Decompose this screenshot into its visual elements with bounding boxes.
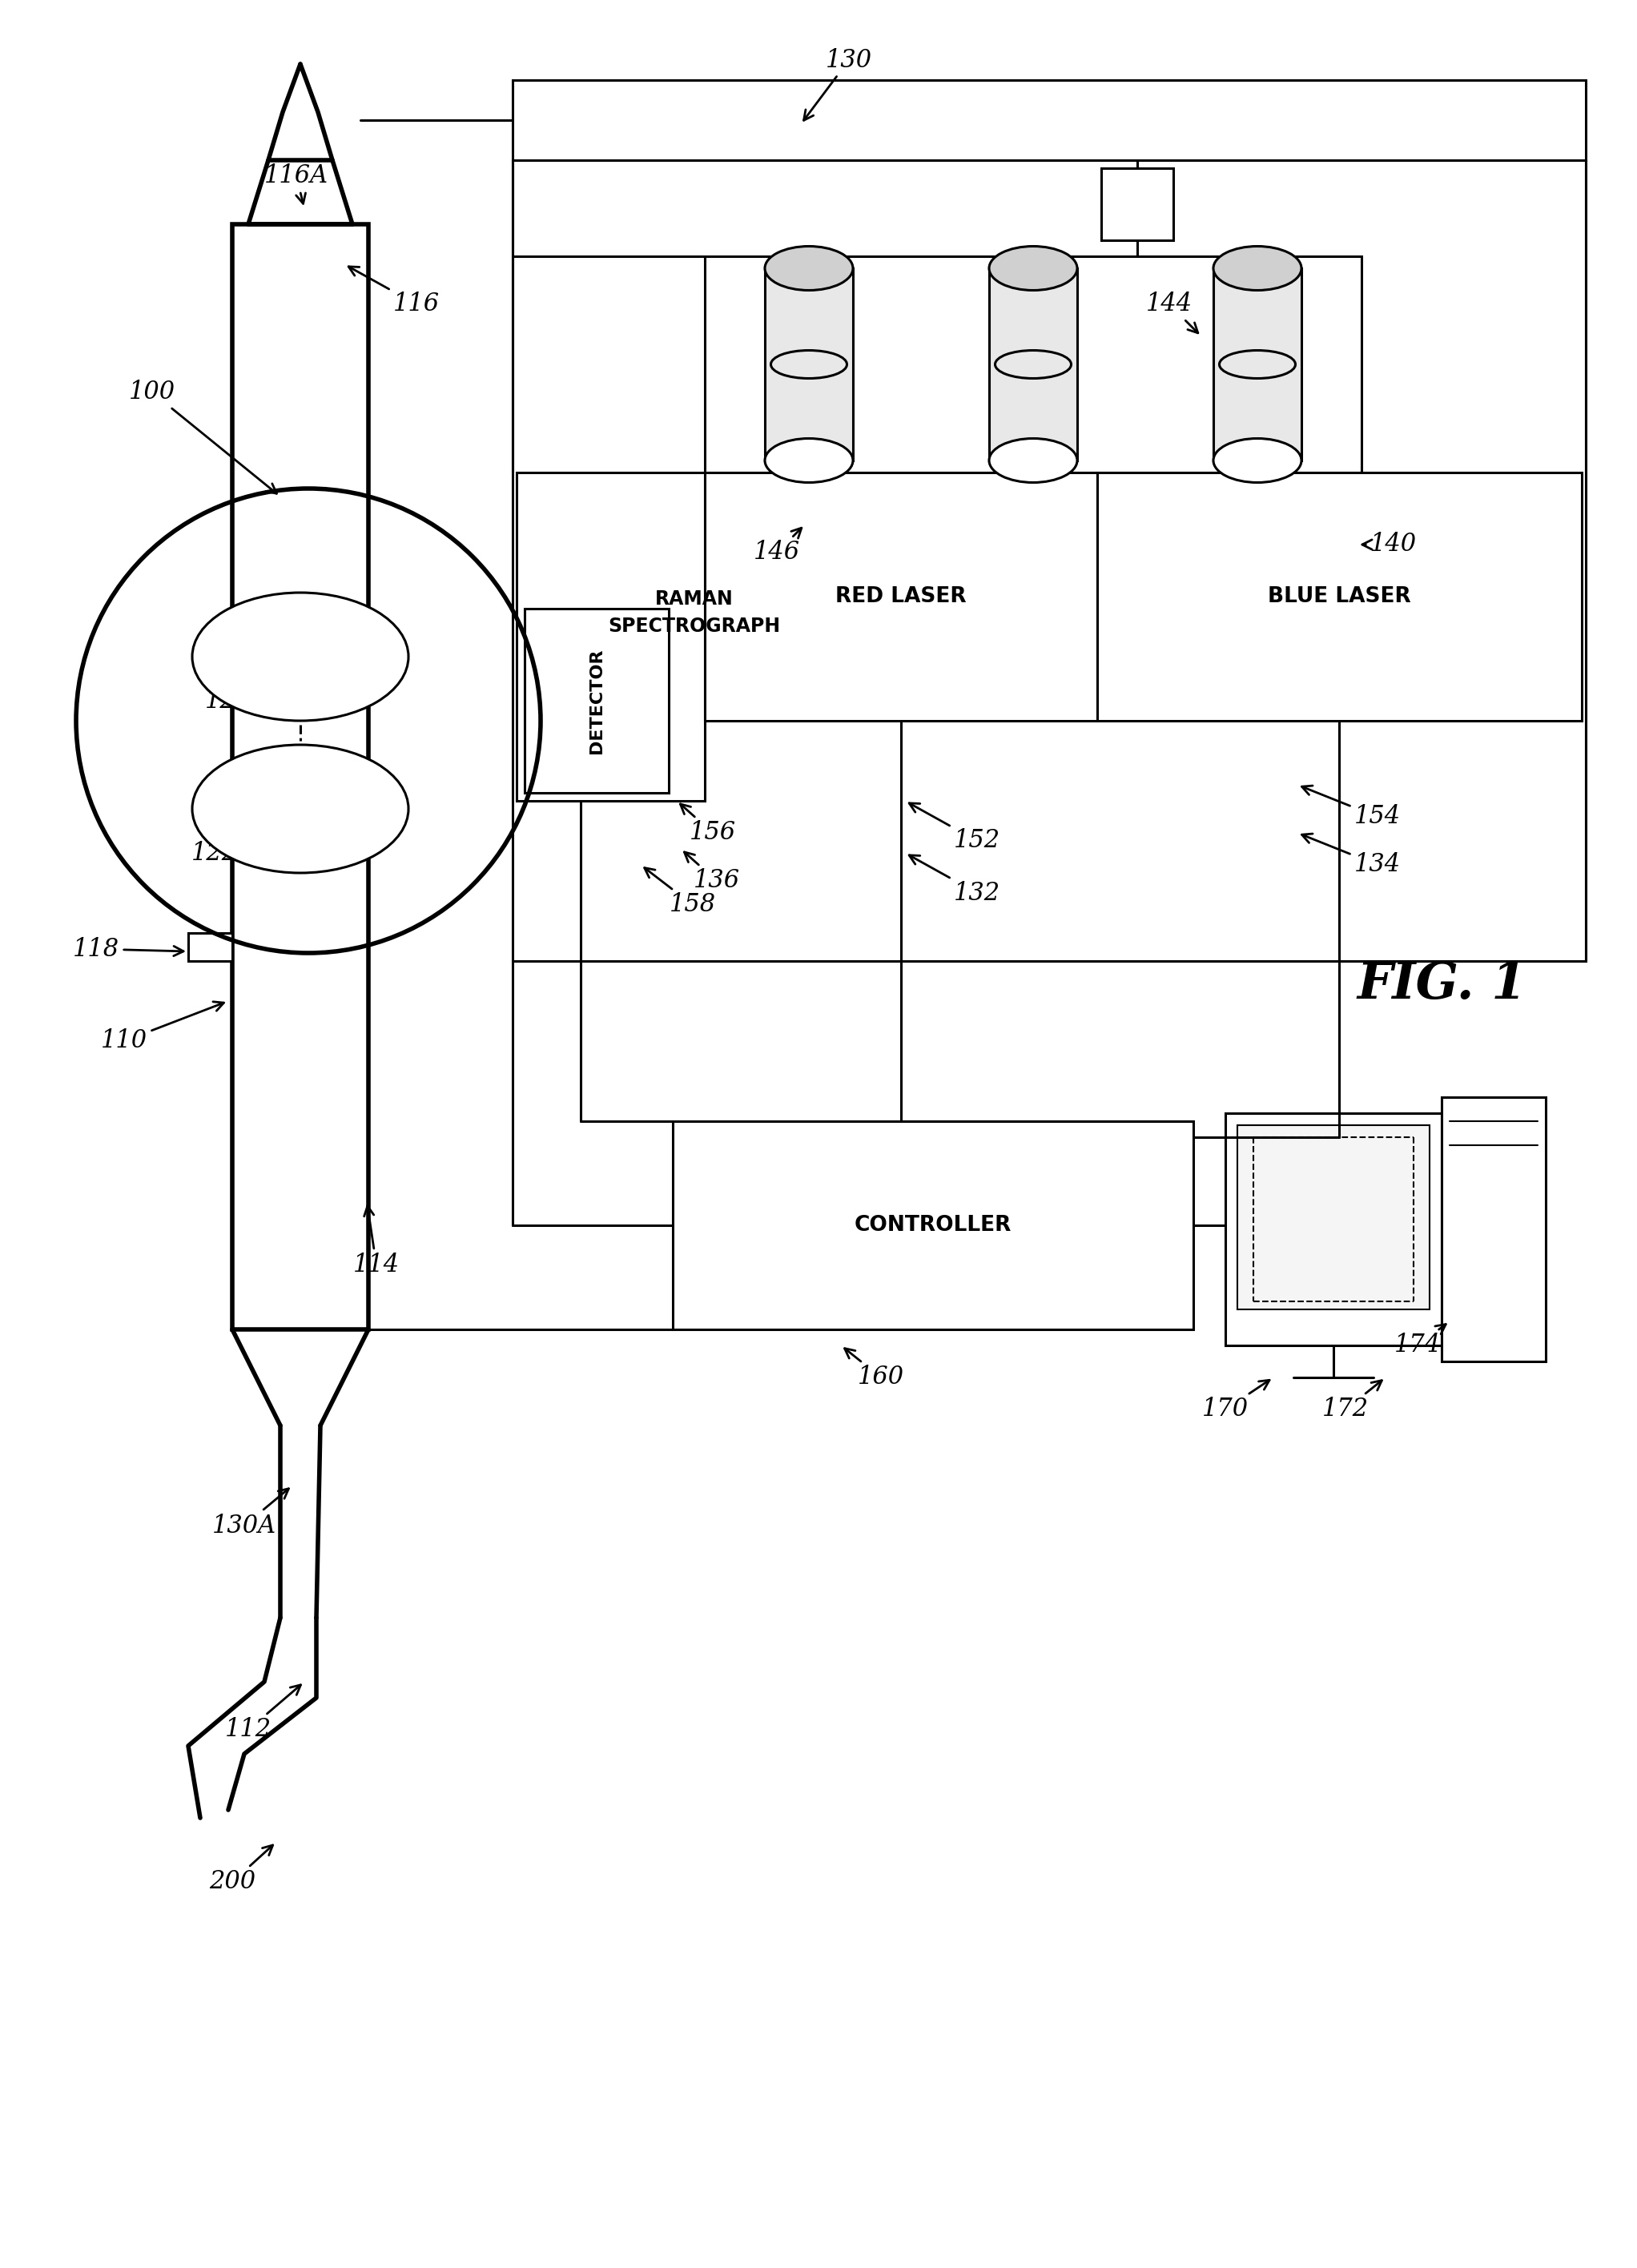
Text: BLUE LASER: BLUE LASER: [1267, 585, 1411, 608]
Bar: [524, 608, 670, 794]
Text: 142: 142: [1026, 293, 1072, 320]
Text: 112: 112: [224, 1685, 301, 1742]
Bar: [706, 472, 1097, 721]
Text: 114: 114: [354, 1207, 399, 1277]
Text: 116: 116: [349, 268, 440, 318]
Text: 146: 146: [753, 528, 802, 565]
Text: 136: 136: [684, 853, 740, 894]
Ellipse shape: [764, 247, 853, 290]
Text: 122: 122: [192, 812, 272, 866]
Text: 130: 130: [804, 48, 873, 120]
Bar: [1213, 268, 1301, 460]
Text: RED LASER: RED LASER: [835, 585, 966, 608]
Ellipse shape: [989, 247, 1077, 290]
Text: 158: 158: [645, 869, 715, 916]
Bar: [989, 268, 1077, 460]
Ellipse shape: [192, 744, 409, 873]
Bar: [673, 1120, 1193, 1329]
Bar: [512, 79, 1586, 161]
Text: 174: 174: [1395, 1325, 1445, 1359]
Text: 118: 118: [72, 937, 183, 962]
Text: 144: 144: [1146, 293, 1198, 333]
Bar: [517, 472, 706, 801]
Text: 124: 124: [205, 662, 285, 712]
Bar: [1226, 1114, 1442, 1345]
Text: 172: 172: [1323, 1381, 1382, 1422]
Bar: [1097, 472, 1581, 721]
Text: DETECTOR: DETECTOR: [589, 649, 604, 753]
Ellipse shape: [1213, 438, 1301, 483]
Bar: [232, 225, 368, 1329]
Bar: [188, 932, 232, 962]
Text: 132: 132: [909, 855, 1000, 905]
Text: 156: 156: [681, 803, 737, 846]
Ellipse shape: [764, 438, 853, 483]
Text: CONTROLLER: CONTROLLER: [855, 1216, 1012, 1236]
Text: 134: 134: [1301, 835, 1401, 878]
Text: FIG. 1: FIG. 1: [1357, 959, 1526, 1009]
Text: 152: 152: [909, 803, 1000, 853]
Text: 130A: 130A: [213, 1488, 288, 1538]
Text: RAMAN
SPECTROGRAPH: RAMAN SPECTROGRAPH: [609, 590, 781, 635]
Ellipse shape: [192, 592, 409, 721]
Bar: [1102, 168, 1174, 240]
Bar: [1442, 1098, 1545, 1361]
Text: 138: 138: [778, 299, 837, 324]
Text: 100: 100: [129, 381, 277, 494]
Bar: [1238, 1125, 1429, 1309]
Text: 160: 160: [845, 1349, 904, 1390]
Text: 140: 140: [1362, 533, 1416, 558]
Bar: [512, 161, 1586, 962]
Text: 154: 154: [1301, 785, 1401, 830]
Ellipse shape: [1213, 247, 1301, 290]
Bar: [706, 256, 1362, 472]
Text: 110: 110: [101, 1002, 224, 1055]
Bar: [764, 268, 853, 460]
Text: 200: 200: [210, 1846, 273, 1894]
Text: 116A: 116A: [264, 163, 329, 204]
Text: 170: 170: [1202, 1379, 1269, 1422]
Ellipse shape: [989, 438, 1077, 483]
